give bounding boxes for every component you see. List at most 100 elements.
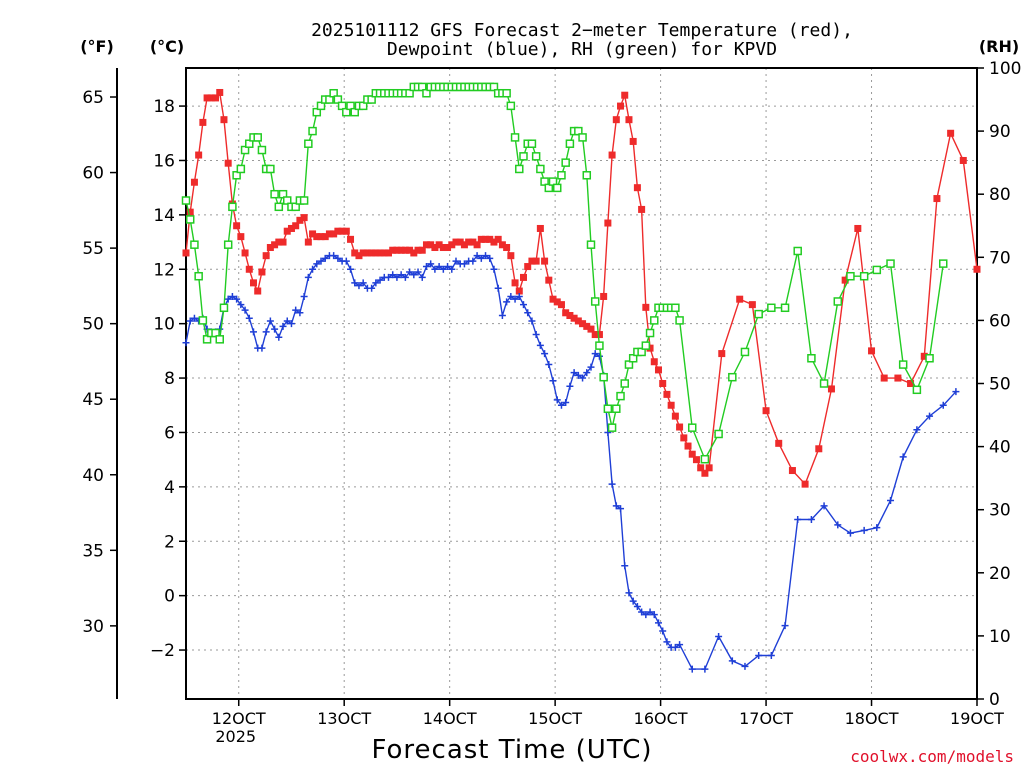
dewpoint-point [182,339,190,347]
dewpoint-point [309,265,317,273]
temperature-point [541,257,549,265]
rh-point [299,196,309,205]
temperature-point [313,233,321,241]
temperature-point [629,137,637,145]
rh-point [620,379,629,388]
rh-point [519,152,528,161]
dewpoint-point [372,279,380,287]
rh-point [557,171,566,180]
temperature-point [275,238,283,246]
temperature-point [406,246,414,254]
dewpoint-point [741,662,749,670]
rh-unit-label: (RH) [979,37,1019,56]
dewpoint-point [444,263,452,271]
temperature-point [195,151,203,159]
x-tick-label: 19OCT [950,709,1004,728]
rh-point [270,189,279,199]
temperature-point [549,295,557,303]
celsius-tick-label: 14 [153,206,175,226]
celsius-tick-label: 18 [153,97,175,117]
temperature-point [959,156,967,164]
temperature-point [182,249,190,257]
rh-point [700,454,710,464]
dewpoint-point [422,263,430,271]
rh-point [565,139,575,148]
dewpoint-point [633,603,641,611]
rh-point [603,404,613,413]
dewpoint-point [334,254,342,262]
dewpoint-point [591,350,599,358]
dewpoint-point [688,665,696,673]
dewpoint-point [228,292,236,300]
rh-point [531,152,541,161]
temperature-point [511,279,519,287]
rh-tick-label: 60 [989,311,1011,331]
rh-tick-label: 20 [989,564,1011,584]
temperature-point [309,230,317,238]
dewpoint-point [654,619,662,627]
dewpoint-point [701,665,709,673]
temperature-point [401,246,409,254]
temperature-point [304,238,312,246]
temperature-point [490,238,498,246]
temperature-point [638,205,646,213]
dewpoint-point [237,301,245,309]
rh-point [859,271,869,281]
rh-point [536,164,545,174]
dewpoint-point [287,320,295,328]
temperature-point [249,279,257,287]
rh-tick-label: 80 [989,185,1011,205]
temperature-point [384,249,392,257]
dewpoint-point [625,589,633,597]
x-tick-label: 17OCT [739,709,793,728]
rh-point [595,341,604,350]
dewpoint-point [952,388,960,396]
rh-point [552,183,562,193]
temperature-point [334,227,342,235]
dewpoint-point [486,254,494,262]
rh-point [308,126,317,136]
rh-point [599,372,608,382]
temperature-point [663,390,671,398]
dewpoint-point [460,260,468,268]
dewpoint-point [519,301,527,309]
rh-point [185,215,195,224]
dewpoint-point [583,369,591,377]
temperature-point [667,401,675,409]
rh-point [582,171,592,180]
dewpoint-point [296,309,304,317]
temperature-point [460,241,468,249]
rh-point [223,240,233,249]
rh-point [274,202,284,212]
temperature-point [633,184,641,192]
dewpoint-point [473,252,481,260]
dewpoint-point [503,298,511,306]
temperature-point [296,216,304,224]
dewpoint-point [663,638,671,646]
rh-point [807,354,816,363]
temperature-point [775,439,783,447]
dewpoint-point [490,265,498,273]
dewpoint-point [321,254,329,262]
temperature-point [321,233,329,241]
dewpoint-point [482,252,490,260]
temperature-point [762,407,770,415]
fahrenheit-tick-label: 30 [82,617,104,637]
dewpoint-point [186,317,194,325]
dewpoint-point [524,309,532,317]
temperature-point [498,241,506,249]
temperature-series [182,88,981,488]
dewpoint-point [715,632,723,640]
dewpoint-point [676,641,684,649]
rh-point [714,429,723,439]
plot-frame [185,67,978,700]
temperature-point [363,249,371,257]
temperature-point [688,450,696,458]
fahrenheit-tick-label: 65 [82,88,104,108]
dewpoint-point [807,515,815,523]
temperature-point [237,233,245,241]
dewpoint-point [452,257,460,265]
temperature-point [650,358,658,366]
rh-tick-label: 50 [989,375,1011,395]
dewpoint-point [233,295,241,303]
